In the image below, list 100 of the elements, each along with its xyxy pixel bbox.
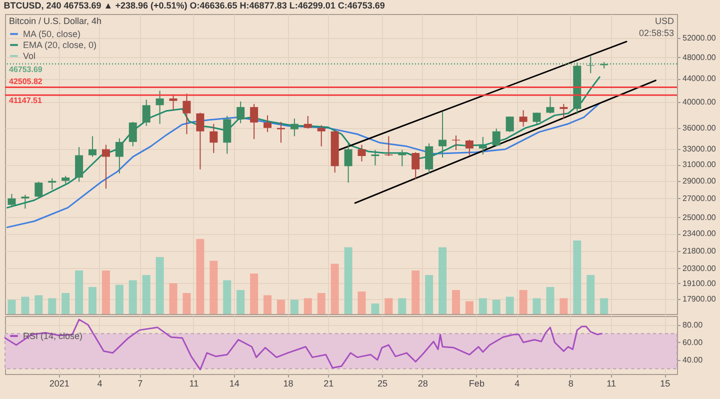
bar xyxy=(48,298,56,314)
bar xyxy=(425,275,434,314)
bar xyxy=(573,240,582,314)
bar xyxy=(560,298,568,314)
ref-line-label: 41147.51 xyxy=(9,96,42,106)
y-tick-label: 23400.00 xyxy=(682,229,716,238)
ref-line-label: 42505.82 xyxy=(9,77,43,86)
bar xyxy=(169,283,178,314)
annotation: 02:58:53 xyxy=(638,28,674,38)
candlestick xyxy=(532,112,541,124)
candlestick xyxy=(182,93,191,135)
bar xyxy=(8,300,16,314)
x-tick-label: 18 xyxy=(283,378,294,388)
bar xyxy=(142,275,150,314)
bar xyxy=(452,290,460,314)
bar xyxy=(492,300,500,314)
candlestick xyxy=(398,149,406,167)
bar xyxy=(34,295,43,314)
x-tick-label: 4 xyxy=(97,378,102,388)
x-tick-label: 21 xyxy=(324,378,334,388)
ref-line-label: 46753.69 xyxy=(9,64,43,74)
candlestick xyxy=(586,56,595,74)
x-tick-label: 14 xyxy=(229,378,240,388)
candlestick xyxy=(506,116,514,133)
y-tick-label: 40000.00 xyxy=(682,98,716,107)
bar xyxy=(156,257,164,314)
candlestick xyxy=(560,103,568,120)
candlestick xyxy=(210,123,218,154)
y-tick-label: 27000.00 xyxy=(682,194,716,203)
bar xyxy=(115,284,124,314)
candlestick xyxy=(276,121,285,144)
bar xyxy=(586,275,595,314)
x-tick-label: 28 xyxy=(418,378,428,388)
candlestick xyxy=(425,142,434,174)
candlestick xyxy=(384,136,393,157)
candlestick xyxy=(169,94,178,111)
candlestick xyxy=(519,110,528,128)
legend-label: EMA (20, close, 0) xyxy=(23,40,97,50)
candlestick xyxy=(236,100,245,124)
y-tick-label: 44000.00 xyxy=(682,74,716,84)
candlestick xyxy=(8,193,16,208)
y-tick-label: 31000.00 xyxy=(682,160,716,170)
candlestick xyxy=(34,181,43,199)
candlestick xyxy=(412,152,420,180)
x-tick-label: 25 xyxy=(377,378,388,388)
y-tick-label: 48000.00 xyxy=(682,52,716,62)
candlestick xyxy=(21,194,30,210)
x-tick-label: Feb xyxy=(468,378,484,388)
candlestick xyxy=(142,99,150,126)
candlestick xyxy=(156,90,164,124)
candlestick xyxy=(492,128,500,147)
candlestick xyxy=(546,96,554,114)
x-tick-label: 2021 xyxy=(49,378,70,388)
y-tick-label: 29000.00 xyxy=(682,176,716,186)
bar xyxy=(250,274,258,314)
line-series xyxy=(4,318,603,370)
x-tick-label: 11 xyxy=(189,378,199,388)
y-tick-label: 36000.00 xyxy=(682,123,716,132)
bar xyxy=(102,270,110,314)
candlestick xyxy=(290,118,298,137)
candlestick xyxy=(128,121,137,147)
y-tick-label: 20300.00 xyxy=(682,264,716,273)
bar xyxy=(196,239,204,314)
bar xyxy=(128,280,137,314)
candlestick xyxy=(250,103,258,140)
y-tick-label: 33000.00 xyxy=(682,144,716,154)
x-tick-label: 8 xyxy=(568,378,574,388)
y-tick-label: 21800.00 xyxy=(682,246,716,256)
line-series xyxy=(6,102,600,228)
bar xyxy=(384,298,393,314)
y-tick-label: 52000.00 xyxy=(682,33,716,42)
candlestick xyxy=(264,114,272,133)
y-tick-label: 80.00 xyxy=(682,320,704,330)
bar xyxy=(438,247,447,314)
bar xyxy=(478,298,487,314)
y-tick-label: 17900.00 xyxy=(682,294,716,304)
bar xyxy=(236,290,245,314)
bar xyxy=(21,296,30,314)
candlestick xyxy=(75,146,84,182)
x-tick-label: 15 xyxy=(660,378,670,388)
y-tick-label: 40.00 xyxy=(682,355,704,364)
candlestick xyxy=(115,138,124,174)
candlestick xyxy=(438,110,447,158)
candlestick xyxy=(465,139,474,156)
bar xyxy=(88,287,97,314)
x-tick-label: 11 xyxy=(606,378,616,388)
candlestick xyxy=(478,136,487,156)
bar xyxy=(412,270,420,314)
bar xyxy=(371,304,380,314)
candlestick xyxy=(102,144,110,190)
bar xyxy=(317,293,326,314)
y-tick-label: 25000.00 xyxy=(682,212,716,222)
bar xyxy=(264,295,272,314)
bar xyxy=(182,293,191,314)
bar xyxy=(276,300,285,314)
candlestick xyxy=(344,142,352,184)
annotation: USD xyxy=(654,16,674,26)
candlestick xyxy=(196,112,204,170)
bar xyxy=(62,293,70,314)
bar xyxy=(344,247,352,314)
